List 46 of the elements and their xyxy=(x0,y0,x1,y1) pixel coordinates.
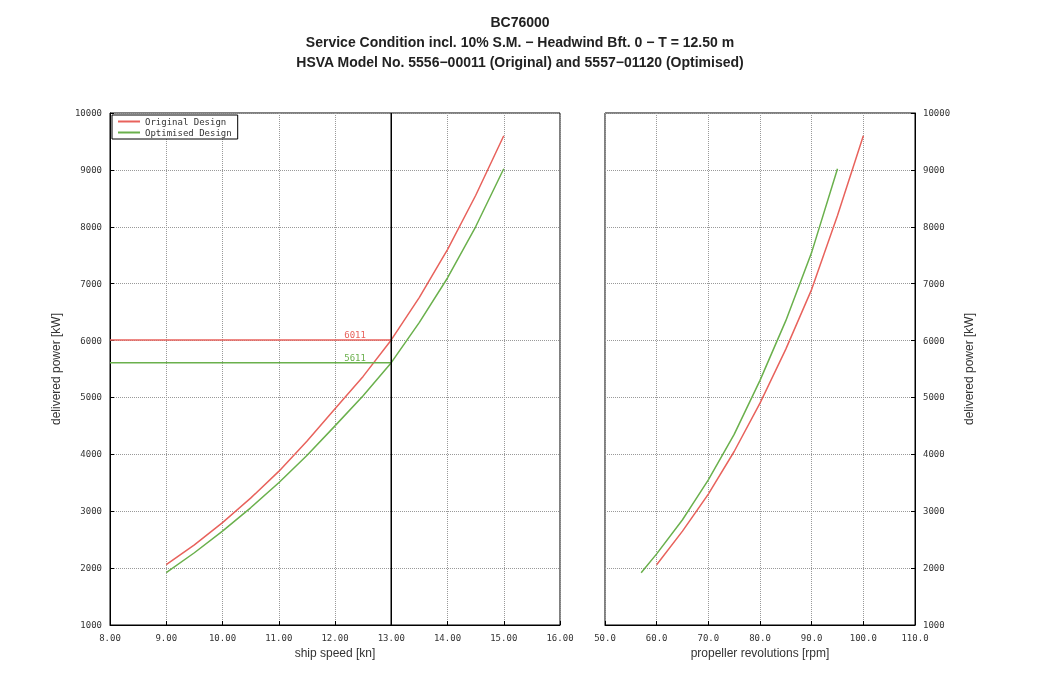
y-tick-label: 8000 xyxy=(80,221,102,232)
y2-tick-label: 1000 xyxy=(923,620,945,630)
y2-tick-label: 7000 xyxy=(923,278,945,289)
legend-label: Original Design xyxy=(145,116,227,127)
x-tick-label: 13.00 xyxy=(377,632,405,643)
ref-line-label: 5611 xyxy=(344,352,366,363)
x-tick-label: 90.0 xyxy=(800,632,823,643)
x-axis-title: ship speed [kn] xyxy=(294,645,376,660)
y-tick-label: 2000 xyxy=(80,563,102,574)
y-tick-label: 9000 xyxy=(80,164,102,175)
x-tick-label: 70.0 xyxy=(697,632,720,643)
x-tick-label: 60.0 xyxy=(645,632,668,643)
y-tick-label: 5000 xyxy=(80,392,102,403)
chart-title: BC76000 xyxy=(489,13,551,32)
y2-axis-title: delivered power [kW] xyxy=(962,312,976,426)
x-tick-label: 15.00 xyxy=(490,632,518,643)
x-tick-label: 11.00 xyxy=(265,632,293,643)
y-tick-label: 4000 xyxy=(80,449,102,460)
chart-subtitle: Service Condition incl. 10% S.M. − Headwind Bft. 0 − T = 12.50 m HSVA Model No. 5556−00011 (Original) and 5557−01120 (Optimised) xyxy=(295,33,745,72)
y-tick-label: 10000 xyxy=(74,108,102,118)
x-tick-label: 14.00 xyxy=(433,632,462,643)
y-tick-label: 7000 xyxy=(80,278,102,289)
x-axis-title: propeller revolutions [rpm] xyxy=(690,645,830,660)
x-tick-label: 8.00 xyxy=(99,632,121,643)
y2-tick-label: 2000 xyxy=(923,563,945,574)
y2-tick-label: 6000 xyxy=(923,335,945,346)
y2-tick-label: 4000 xyxy=(923,449,945,460)
x-tick-label: 80.0 xyxy=(749,632,771,643)
y2-tick-label: 10000 xyxy=(923,108,951,118)
y-tick-label: 1000 xyxy=(80,620,102,630)
x-tick-label: 9.00 xyxy=(155,632,178,643)
y2-tick-label: 8000 xyxy=(923,221,945,232)
y-tick-label: 6000 xyxy=(80,335,102,346)
x-tick-label: 50.0 xyxy=(594,632,616,643)
x-tick-label: 100.0 xyxy=(849,632,877,643)
x-tick-label: 110.0 xyxy=(901,632,929,643)
y-axis-title: delivered power [kW] xyxy=(49,312,63,426)
x-tick-label: 10.00 xyxy=(208,632,237,643)
y-tick-label: 3000 xyxy=(80,506,102,517)
y2-tick-label: 9000 xyxy=(923,164,945,175)
x-tick-label: 12.00 xyxy=(321,632,349,643)
y2-tick-label: 3000 xyxy=(923,506,945,517)
legend-label: Optimised Design xyxy=(145,127,232,138)
x-tick-label: 16.00 xyxy=(546,632,574,643)
ref-line-label: 6011 xyxy=(344,329,366,340)
y2-tick-label: 5000 xyxy=(923,392,945,403)
